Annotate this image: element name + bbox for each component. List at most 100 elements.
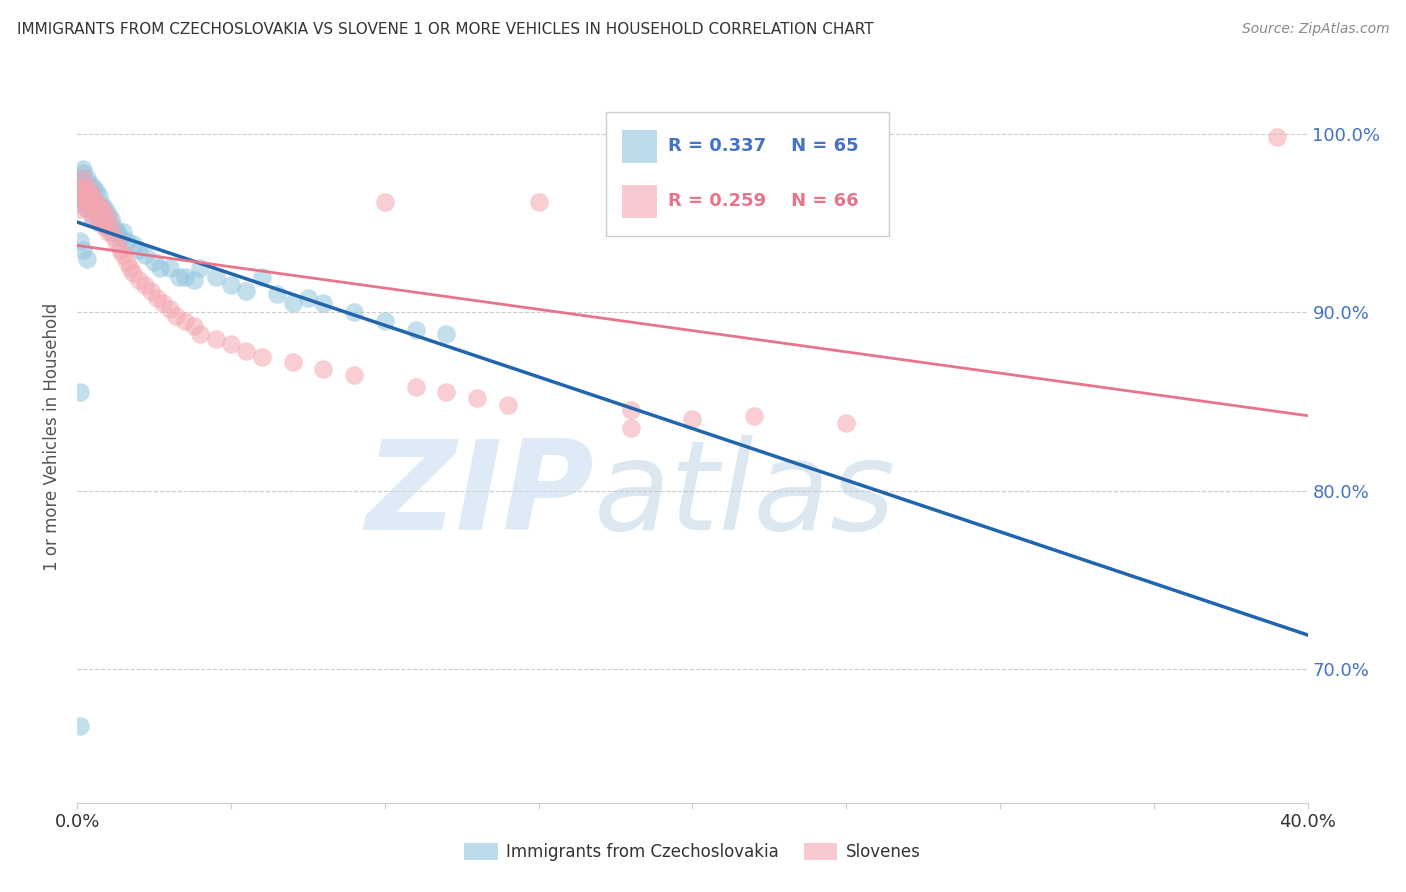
- Text: R = 0.337    N = 65: R = 0.337 N = 65: [668, 137, 859, 155]
- Point: [82, 212, 104, 227]
- Point: [82, 202, 104, 216]
- Point: [312, 296, 335, 310]
- Point: [94, 219, 117, 234]
- Point: [174, 269, 197, 284]
- Point: [167, 269, 190, 284]
- Point: [112, 225, 135, 239]
- Point: [87, 211, 110, 225]
- Point: [69, 385, 91, 400]
- Point: [87, 189, 110, 203]
- Point: [69, 171, 91, 186]
- Point: [72, 177, 94, 191]
- Point: [87, 198, 110, 212]
- Point: [84, 207, 107, 221]
- Point: [219, 278, 242, 293]
- Point: [82, 189, 104, 203]
- Text: Source: ZipAtlas.com: Source: ZipAtlas.com: [1241, 22, 1389, 37]
- Point: [204, 332, 226, 346]
- Point: [405, 380, 427, 394]
- Point: [183, 319, 205, 334]
- Point: [97, 225, 120, 239]
- Point: [90, 216, 114, 230]
- Point: [94, 207, 117, 221]
- Point: [121, 237, 143, 252]
- Point: [76, 180, 98, 194]
- Point: [159, 301, 181, 316]
- Text: R = 0.259    N = 66: R = 0.259 N = 66: [668, 192, 859, 210]
- Point: [620, 403, 643, 417]
- Point: [69, 180, 91, 194]
- Point: [436, 326, 458, 341]
- Point: [682, 184, 704, 198]
- Point: [465, 391, 488, 405]
- Point: [742, 409, 765, 423]
- Point: [69, 234, 91, 248]
- Point: [97, 212, 120, 227]
- Point: [312, 362, 335, 376]
- Point: [620, 421, 643, 435]
- Point: [90, 202, 114, 216]
- Point: [69, 719, 91, 733]
- Point: [76, 171, 98, 186]
- Point: [374, 314, 396, 328]
- Point: [103, 230, 125, 244]
- Point: [250, 350, 273, 364]
- Point: [87, 202, 110, 216]
- Legend: Immigrants from Czechoslovakia, Slovenes: Immigrants from Czechoslovakia, Slovenes: [458, 836, 927, 868]
- Point: [84, 184, 107, 198]
- Point: [1265, 130, 1288, 145]
- Point: [79, 194, 101, 209]
- Point: [115, 255, 138, 269]
- Point: [183, 273, 205, 287]
- Point: [188, 326, 212, 341]
- Point: [76, 189, 98, 203]
- Point: [143, 255, 166, 269]
- Point: [72, 184, 94, 198]
- Point: [835, 416, 858, 430]
- Point: [250, 269, 273, 284]
- Point: [76, 189, 98, 203]
- Point: [79, 177, 101, 191]
- Point: [72, 162, 94, 177]
- Point: [134, 248, 156, 262]
- Text: atlas: atlas: [595, 435, 896, 556]
- Point: [204, 269, 226, 284]
- Point: [82, 212, 104, 227]
- Point: [72, 184, 94, 198]
- Point: [76, 202, 98, 216]
- Text: ZIP: ZIP: [366, 435, 595, 556]
- Point: [79, 189, 101, 203]
- Point: [76, 189, 98, 203]
- Point: [297, 291, 319, 305]
- Point: [105, 237, 128, 252]
- Point: [103, 219, 125, 234]
- Point: [112, 248, 135, 262]
- Point: [72, 171, 94, 186]
- Point: [682, 198, 704, 212]
- Point: [146, 291, 169, 305]
- Point: [165, 309, 187, 323]
- Point: [72, 198, 94, 212]
- Point: [436, 385, 458, 400]
- Point: [496, 398, 519, 412]
- Point: [174, 314, 197, 328]
- Point: [159, 260, 181, 275]
- Point: [100, 212, 122, 227]
- Point: [94, 202, 117, 216]
- Point: [72, 243, 94, 257]
- FancyBboxPatch shape: [623, 185, 657, 218]
- Point: [76, 252, 98, 266]
- Y-axis label: 1 or more Vehicles in Household: 1 or more Vehicles in Household: [44, 303, 62, 571]
- Point: [100, 225, 122, 239]
- Point: [128, 273, 150, 287]
- Point: [90, 212, 114, 227]
- Point: [84, 194, 107, 209]
- Point: [219, 337, 242, 351]
- Point: [682, 412, 704, 426]
- Point: [72, 194, 94, 209]
- Point: [266, 287, 288, 301]
- Point: [343, 368, 366, 382]
- Point: [100, 219, 122, 234]
- Point: [110, 243, 132, 257]
- Point: [235, 284, 257, 298]
